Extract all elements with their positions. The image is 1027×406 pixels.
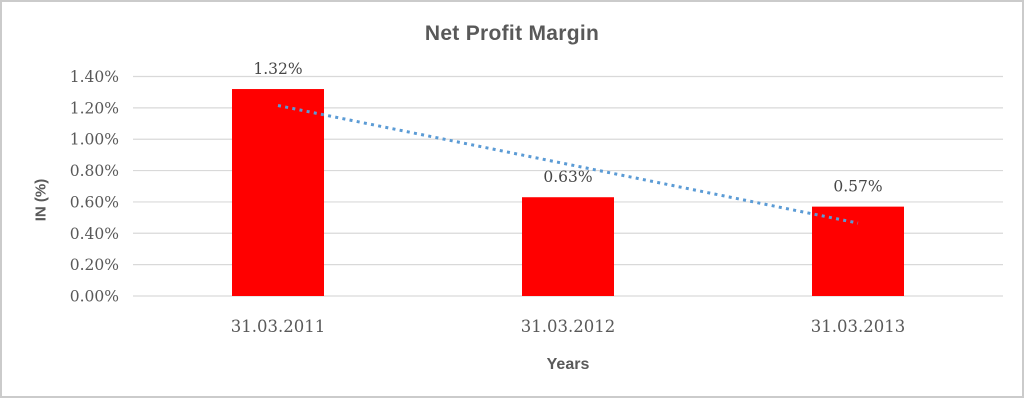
y-tick-label: 0.60% [70, 193, 119, 211]
y-tick-label: 1.20% [70, 99, 119, 117]
data-label: 0.57% [833, 178, 882, 196]
y-tick-label: 0.40% [70, 225, 119, 243]
data-label: 0.63% [543, 168, 592, 186]
y-tick-label: 0.80% [70, 162, 119, 180]
bar [232, 89, 324, 297]
chart-title: Net Profit Margin [424, 22, 600, 45]
bar [522, 197, 614, 296]
chart-area-border [0, 0, 1024, 398]
y-axis-title: IN (%) [32, 178, 50, 222]
data-label: 1.32% [253, 60, 302, 78]
x-category-label: 31.03.2012 [521, 317, 615, 336]
y-tick-label: 0.20% [70, 256, 119, 274]
y-tick-label: 1.00% [70, 131, 119, 149]
x-axis-title: Years [546, 356, 590, 373]
y-tick-label: 1.40% [70, 68, 119, 86]
bar [812, 206, 904, 296]
x-category-label: 31.03.2013 [811, 317, 905, 336]
y-tick-label: 0.00% [70, 288, 119, 306]
x-category-label: 31.03.2011 [231, 317, 325, 336]
